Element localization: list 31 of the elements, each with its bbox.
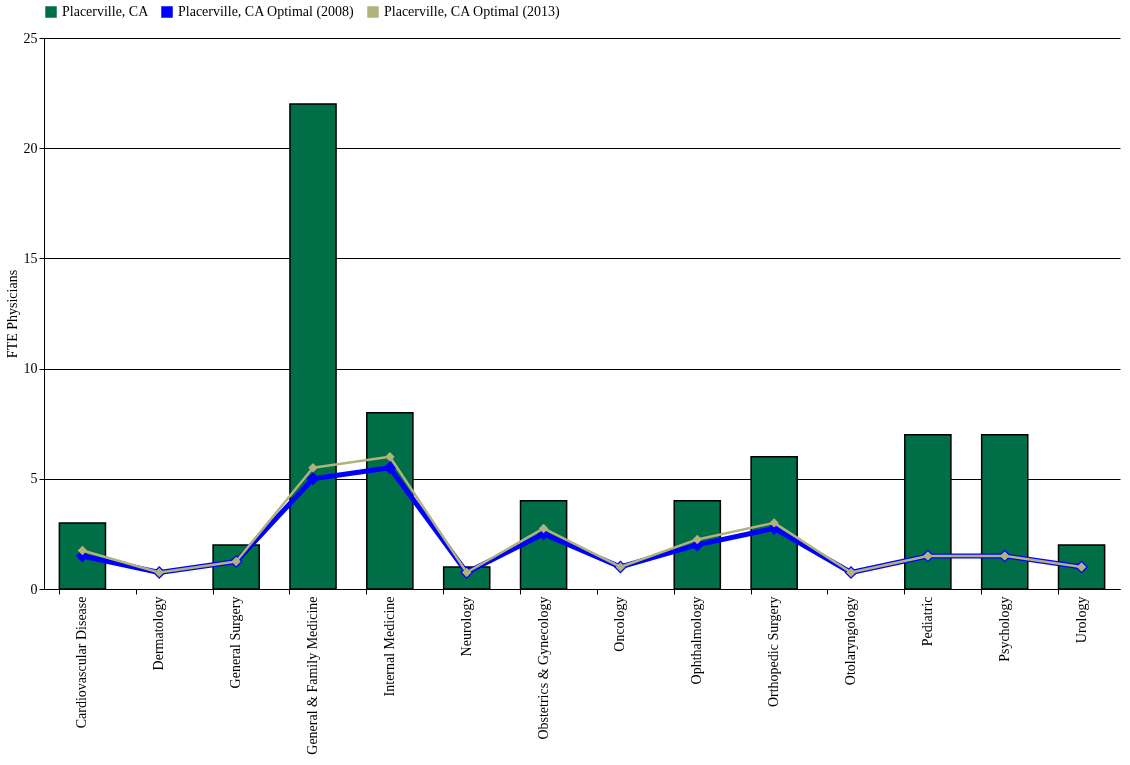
point bbox=[538, 523, 549, 534]
legend-label: Placerville, CA Optimal (2013) bbox=[384, 4, 561, 20]
point bbox=[306, 472, 320, 486]
x-tick-label: Orthopedic Surgery bbox=[766, 596, 782, 708]
y-tick-label: 5 bbox=[30, 471, 38, 487]
x-tick-label: Cardiovascular Disease bbox=[74, 596, 90, 729]
x-tick-label: Pediatric bbox=[919, 596, 935, 647]
x-tick-label: Oncology bbox=[612, 596, 628, 652]
y-tick-label: 0 bbox=[30, 581, 38, 597]
x-tick-label: Psychology bbox=[996, 596, 1012, 662]
point bbox=[77, 545, 88, 556]
legend-label: Placerville, CA bbox=[62, 4, 150, 19]
point bbox=[383, 461, 397, 475]
y-tick-label: 20 bbox=[23, 140, 38, 156]
x-tick-label: Urology bbox=[1073, 596, 1089, 644]
x-tick-label: Ophthalmology bbox=[689, 596, 705, 685]
x-tick-label: Neurology bbox=[458, 596, 474, 657]
x-tick-label: Internal Medicine bbox=[381, 596, 397, 697]
point bbox=[385, 452, 395, 462]
y-tick-label: 10 bbox=[23, 361, 38, 377]
y-tick-label: 15 bbox=[23, 250, 38, 266]
point bbox=[692, 534, 703, 545]
x-tick-label: Otolaryngology bbox=[843, 596, 858, 686]
x-tick-label: Obstetrics & Gynecology bbox=[535, 596, 551, 740]
x-tick-label: Dermatology bbox=[151, 596, 167, 671]
legend-label: Placerville, CA Optimal (2008) bbox=[178, 4, 355, 20]
x-tick-label: General Surgery bbox=[228, 596, 244, 689]
x-tick-label: General & Family Medicine bbox=[305, 596, 320, 755]
y-tick-label: 25 bbox=[23, 30, 38, 46]
y-axis-title: FTE Physicians bbox=[4, 269, 20, 359]
point bbox=[769, 518, 779, 528]
